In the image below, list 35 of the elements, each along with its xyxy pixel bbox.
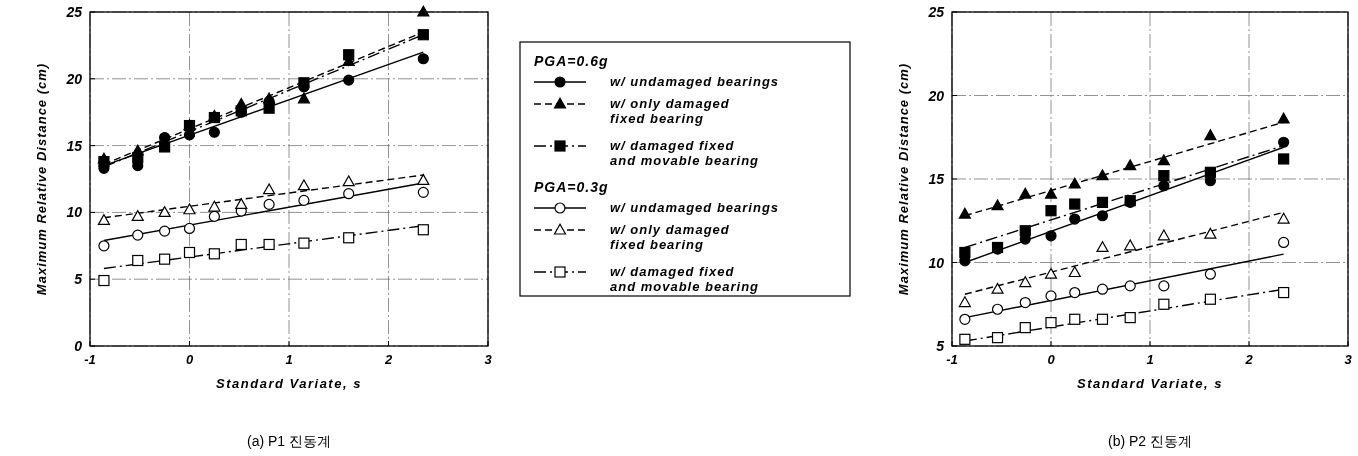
y-axis-title: Maximum Relative Distance (cm) bbox=[896, 62, 911, 296]
x-tick-label: 0 bbox=[1047, 352, 1056, 367]
text: (a) P1 진동계 bbox=[246, 433, 332, 449]
y-tick-label: 10 bbox=[66, 204, 83, 221]
text: (b) P2 진동계 bbox=[1107, 433, 1193, 449]
y-tick-label: 15 bbox=[66, 137, 83, 154]
y-tick-label: 25 bbox=[65, 4, 83, 20]
x-tick-label: 3 bbox=[1344, 352, 1353, 367]
legend-label: w/ undamaged bearings bbox=[610, 200, 780, 215]
x-axis-title: Standard Variate, s bbox=[216, 376, 362, 391]
y-tick-label: 10 bbox=[928, 254, 945, 271]
y-tick-label: 0 bbox=[74, 338, 83, 354]
x-tick-label: 3 bbox=[484, 352, 493, 367]
legend-label: w/ only damaged fixed bearing bbox=[610, 96, 730, 126]
y-axis-title: Maximum Relative Distance (cm) bbox=[34, 62, 49, 296]
x-tick-label: 1 bbox=[1146, 352, 1154, 367]
x-tick-label: -1 bbox=[946, 352, 958, 367]
legend-label: w/ damaged fixed and movable bearing bbox=[610, 138, 760, 168]
legend-label: w/ undamaged bearings bbox=[610, 74, 780, 89]
y-tick-label: 5 bbox=[74, 271, 83, 288]
y-tick-label: 15 bbox=[928, 171, 945, 187]
x-tick-label: 2 bbox=[1244, 352, 1254, 367]
x-tick-label: 1 bbox=[285, 352, 293, 367]
y-tick-label: 5 bbox=[936, 338, 945, 354]
legend-label: w/ damaged fixed and movable bearing bbox=[610, 264, 760, 294]
legend-label: w/ only damaged fixed bearing bbox=[610, 222, 730, 252]
text: PGA=0.6g bbox=[534, 53, 609, 69]
x-tick-label: 0 bbox=[185, 352, 194, 367]
y-tick-label: 20 bbox=[65, 70, 83, 87]
x-tick-label: 2 bbox=[383, 352, 393, 367]
y-tick-label: 20 bbox=[927, 87, 945, 104]
y-tick-label: 25 bbox=[927, 4, 945, 20]
x-tick-label: -1 bbox=[84, 352, 96, 367]
x-axis-title: Standard Variate, s bbox=[1077, 376, 1223, 391]
text: PGA=0.3g bbox=[534, 179, 609, 195]
